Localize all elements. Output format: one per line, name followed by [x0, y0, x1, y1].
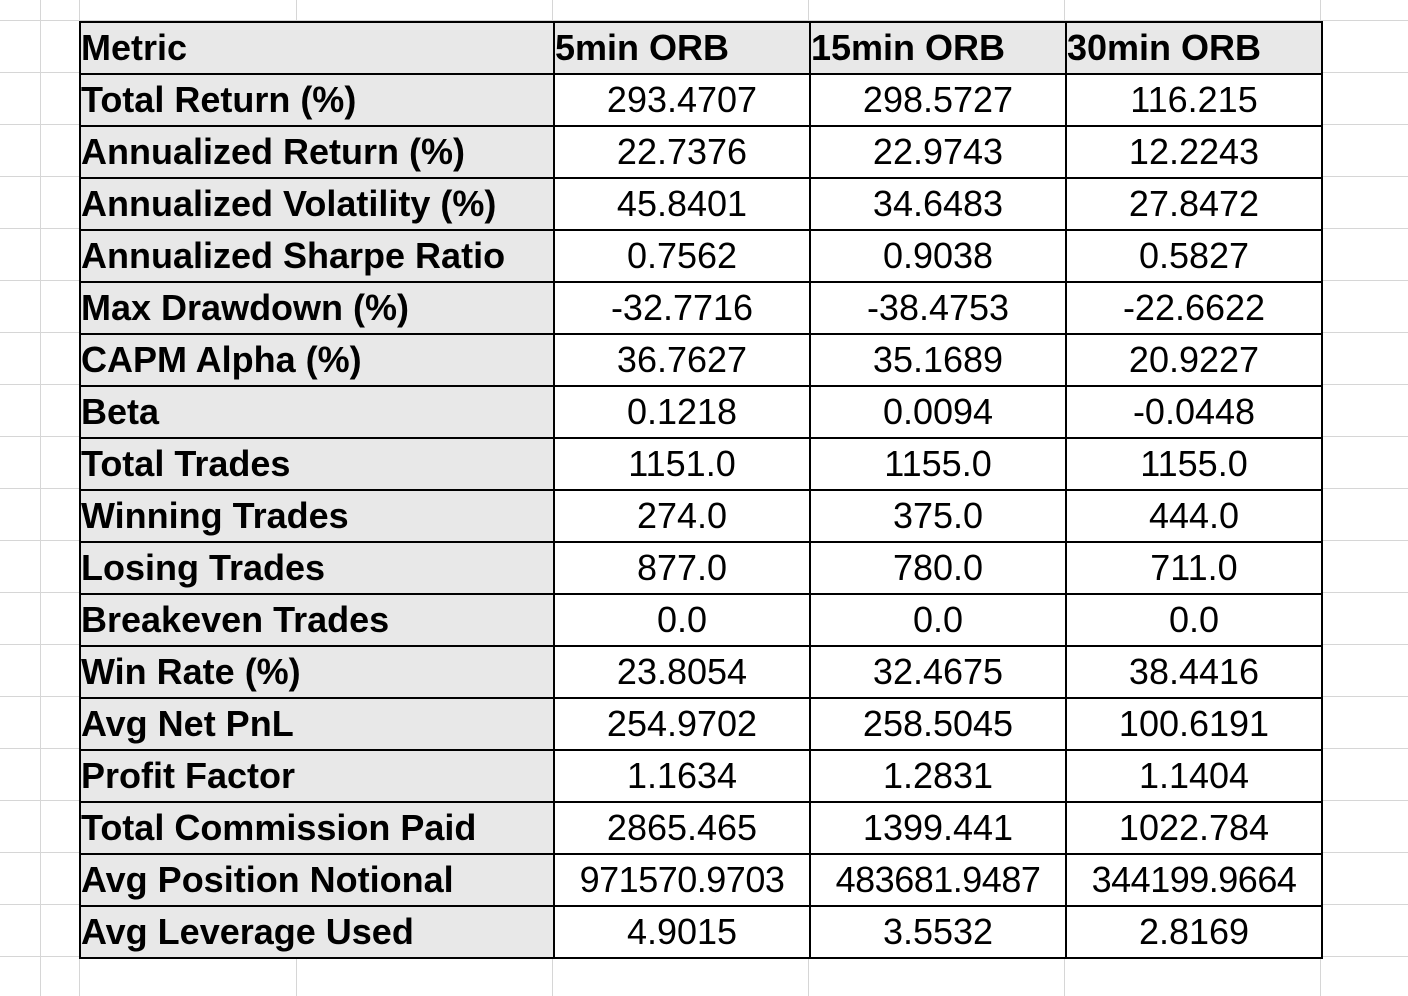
value-cell-5min[interactable]: 4.9015: [553, 905, 811, 959]
value-cell-15min[interactable]: 32.4675: [809, 645, 1067, 699]
table-row: Beta 0.1218 0.0094 -0.0448: [79, 385, 1323, 439]
value-cell-15min[interactable]: 780.0: [809, 541, 1067, 595]
value-cell-5min[interactable]: 2865.465: [553, 801, 811, 855]
value-cell-30min[interactable]: 0.5827: [1065, 229, 1323, 283]
table-row: Annualized Volatility (%) 45.8401 34.648…: [79, 177, 1323, 231]
value-cell-5min[interactable]: 254.9702: [553, 697, 811, 751]
value-cell-5min[interactable]: 1.1634: [553, 749, 811, 803]
table-row: CAPM Alpha (%) 36.7627 35.1689 20.9227: [79, 333, 1323, 387]
value-cell-5min[interactable]: 36.7627: [553, 333, 811, 387]
header-row: Metric 5min ORB 15min ORB 30min ORB: [79, 21, 1323, 75]
value-cell-15min[interactable]: 0.0: [809, 593, 1067, 647]
table-row: Losing Trades 877.0 780.0 711.0: [79, 541, 1323, 595]
value-cell-5min[interactable]: -32.7716: [553, 281, 811, 335]
value-cell-30min[interactable]: 38.4416: [1065, 645, 1323, 699]
value-cell-15min[interactable]: 0.0094: [809, 385, 1067, 439]
value-cell-15min[interactable]: 298.5727: [809, 73, 1067, 127]
value-cell-15min[interactable]: 483681.9487: [809, 853, 1067, 907]
metric-name-cell[interactable]: Annualized Sharpe Ratio: [79, 229, 555, 283]
value-cell-5min[interactable]: 45.8401: [553, 177, 811, 231]
table-row: Total Commission Paid 2865.465 1399.441 …: [79, 801, 1323, 855]
table-row: Breakeven Trades 0.0 0.0 0.0: [79, 593, 1323, 647]
value-cell-30min[interactable]: 100.6191: [1065, 697, 1323, 751]
value-cell-5min[interactable]: 274.0: [553, 489, 811, 543]
metric-name-cell[interactable]: Profit Factor: [79, 749, 555, 803]
metric-name-cell[interactable]: Losing Trades: [79, 541, 555, 595]
value-cell-15min[interactable]: 1.2831: [809, 749, 1067, 803]
metric-name-cell[interactable]: Avg Net PnL: [79, 697, 555, 751]
value-cell-30min[interactable]: -22.6622: [1065, 281, 1323, 335]
metric-name-cell[interactable]: Breakeven Trades: [79, 593, 555, 647]
value-cell-5min[interactable]: 23.8054: [553, 645, 811, 699]
metric-name-cell[interactable]: Avg Position Notional: [79, 853, 555, 907]
metric-name-cell[interactable]: Beta: [79, 385, 555, 439]
value-cell-30min[interactable]: 1155.0: [1065, 437, 1323, 491]
value-cell-30min[interactable]: 1.1404: [1065, 749, 1323, 803]
value-cell-5min[interactable]: 22.7376: [553, 125, 811, 179]
metric-name-cell[interactable]: Avg Leverage Used: [79, 905, 555, 959]
value-cell-15min[interactable]: 35.1689: [809, 333, 1067, 387]
table-row: Total Return (%) 293.4707 298.5727 116.2…: [79, 73, 1323, 127]
header-cell-5min-orb[interactable]: 5min ORB: [553, 21, 811, 75]
value-cell-30min[interactable]: 1022.784: [1065, 801, 1323, 855]
table-row: Avg Position Notional 971570.9703 483681…: [79, 853, 1323, 907]
value-cell-30min[interactable]: -0.0448: [1065, 385, 1323, 439]
value-cell-15min[interactable]: 22.9743: [809, 125, 1067, 179]
table-row: Avg Net PnL 254.9702 258.5045 100.6191: [79, 697, 1323, 751]
value-cell-15min[interactable]: 258.5045: [809, 697, 1067, 751]
value-cell-30min[interactable]: 344199.9664: [1065, 853, 1323, 907]
table-row: Win Rate (%) 23.8054 32.4675 38.4416: [79, 645, 1323, 699]
metrics-table: Metric 5min ORB 15min ORB 30min ORB Tota…: [79, 21, 1323, 959]
value-cell-5min[interactable]: 0.0: [553, 593, 811, 647]
header-cell-15min-orb[interactable]: 15min ORB: [809, 21, 1067, 75]
value-cell-15min[interactable]: 1399.441: [809, 801, 1067, 855]
header-cell-metric[interactable]: Metric: [79, 21, 555, 75]
value-cell-15min[interactable]: 375.0: [809, 489, 1067, 543]
value-cell-30min[interactable]: 12.2243: [1065, 125, 1323, 179]
value-cell-15min[interactable]: -38.4753: [809, 281, 1067, 335]
value-cell-5min[interactable]: 877.0: [553, 541, 811, 595]
metric-name-cell[interactable]: CAPM Alpha (%): [79, 333, 555, 387]
metric-name-cell[interactable]: Max Drawdown (%): [79, 281, 555, 335]
table-row: Annualized Sharpe Ratio 0.7562 0.9038 0.…: [79, 229, 1323, 283]
value-cell-15min[interactable]: 34.6483: [809, 177, 1067, 231]
header-cell-30min-orb[interactable]: 30min ORB: [1065, 21, 1323, 75]
value-cell-5min[interactable]: 1151.0: [553, 437, 811, 491]
value-cell-15min[interactable]: 0.9038: [809, 229, 1067, 283]
value-cell-5min[interactable]: 293.4707: [553, 73, 811, 127]
table-row: Annualized Return (%) 22.7376 22.9743 12…: [79, 125, 1323, 179]
value-cell-30min[interactable]: 116.215: [1065, 73, 1323, 127]
value-cell-30min[interactable]: 20.9227: [1065, 333, 1323, 387]
value-cell-30min[interactable]: 2.8169: [1065, 905, 1323, 959]
value-cell-30min[interactable]: 27.8472: [1065, 177, 1323, 231]
table-row: Profit Factor 1.1634 1.2831 1.1404: [79, 749, 1323, 803]
metric-name-cell[interactable]: Total Trades: [79, 437, 555, 491]
metric-name-cell[interactable]: Total Commission Paid: [79, 801, 555, 855]
table-row: Avg Leverage Used 4.9015 3.5532 2.8169: [79, 905, 1323, 959]
metric-name-cell[interactable]: Winning Trades: [79, 489, 555, 543]
table-row: Max Drawdown (%) -32.7716 -38.4753 -22.6…: [79, 281, 1323, 335]
value-cell-30min[interactable]: 711.0: [1065, 541, 1323, 595]
metric-name-cell[interactable]: Annualized Return (%): [79, 125, 555, 179]
table-row: Winning Trades 274.0 375.0 444.0: [79, 489, 1323, 543]
metric-name-cell[interactable]: Win Rate (%): [79, 645, 555, 699]
value-cell-15min[interactable]: 3.5532: [809, 905, 1067, 959]
value-cell-30min[interactable]: 0.0: [1065, 593, 1323, 647]
metric-name-cell[interactable]: Total Return (%): [79, 73, 555, 127]
table-row: Total Trades 1151.0 1155.0 1155.0: [79, 437, 1323, 491]
value-cell-15min[interactable]: 1155.0: [809, 437, 1067, 491]
value-cell-5min[interactable]: 0.7562: [553, 229, 811, 283]
metric-name-cell[interactable]: Annualized Volatility (%): [79, 177, 555, 231]
value-cell-5min[interactable]: 971570.9703: [553, 853, 811, 907]
value-cell-5min[interactable]: 0.1218: [553, 385, 811, 439]
value-cell-30min[interactable]: 444.0: [1065, 489, 1323, 543]
